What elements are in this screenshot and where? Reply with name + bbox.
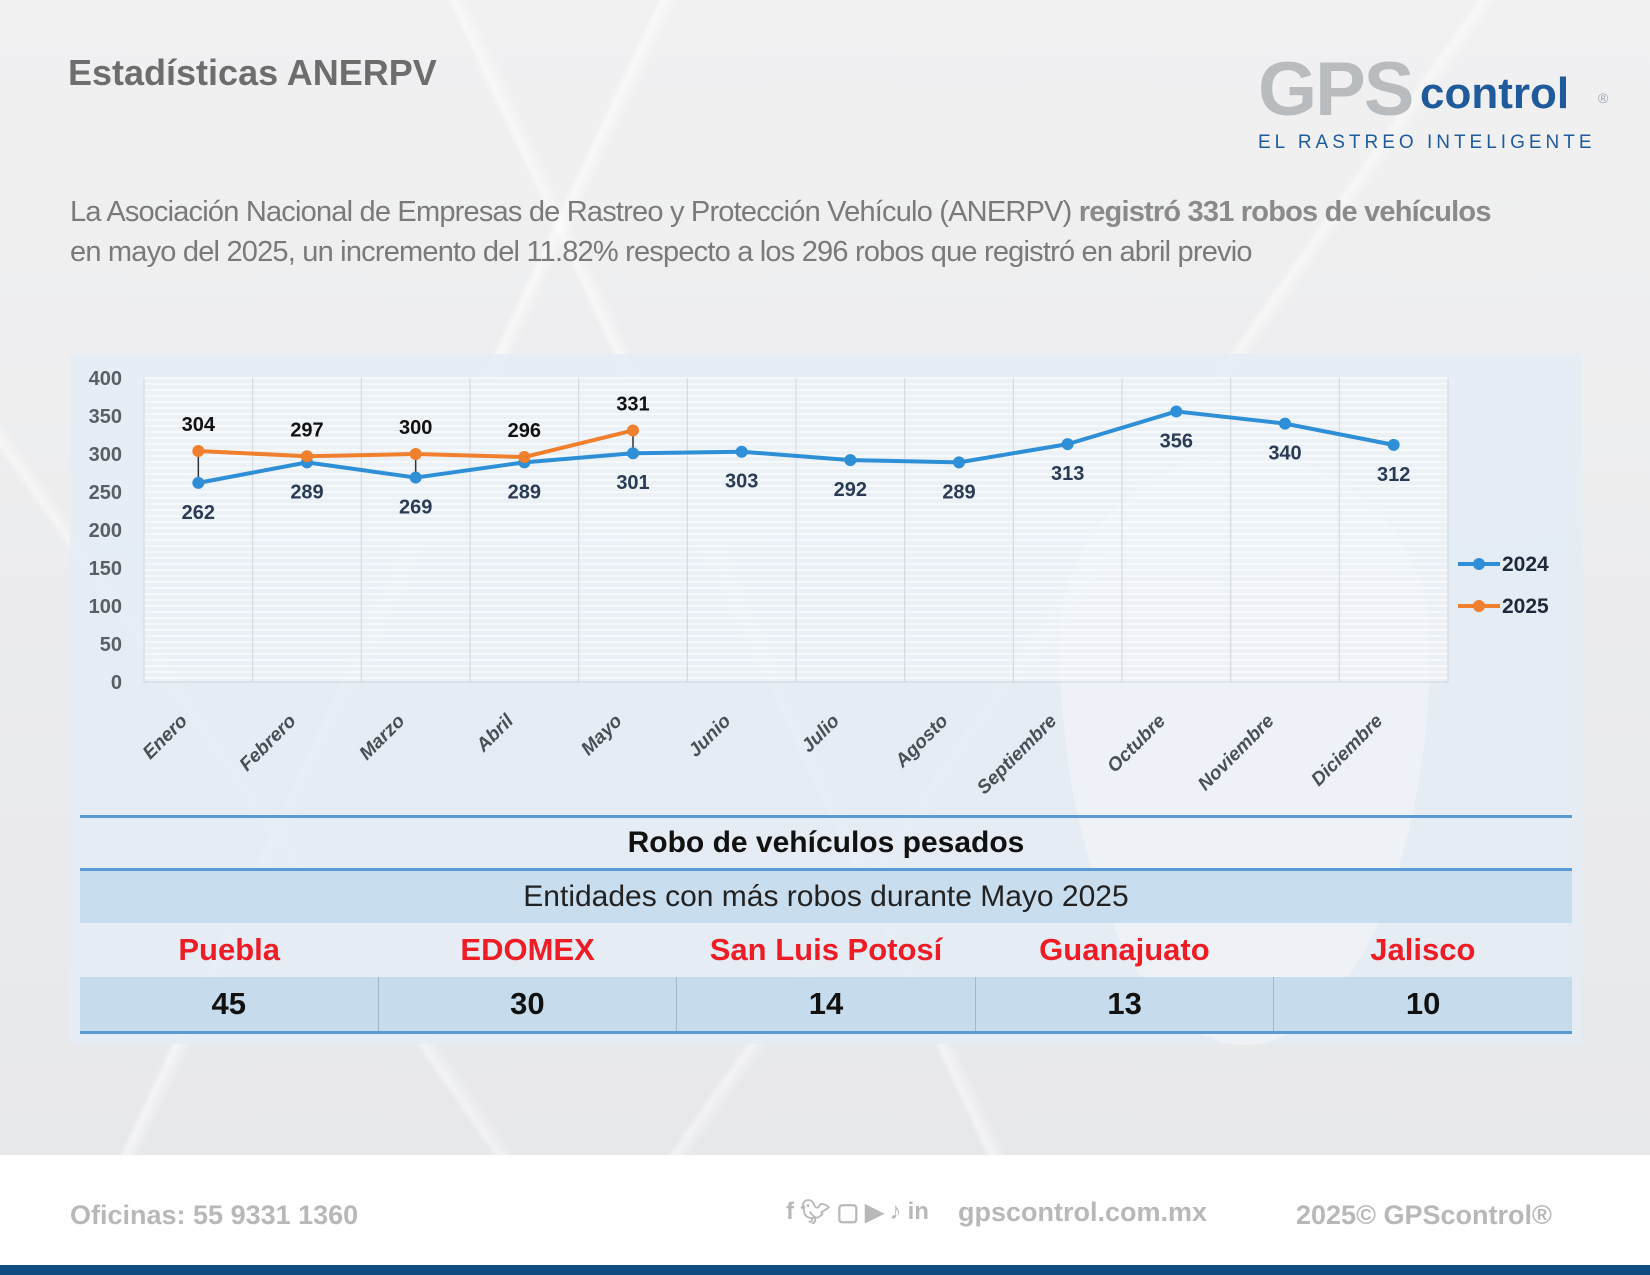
entity-value: 30 bbox=[379, 977, 678, 1031]
data-point-2025 bbox=[518, 451, 531, 464]
legend-marker-2025 bbox=[1473, 600, 1485, 612]
footer-bar bbox=[0, 1265, 1650, 1275]
table-title: Robo de vehículos pesados bbox=[627, 826, 1025, 859]
y-tick-label: 150 bbox=[89, 558, 122, 580]
office-phone: Oficinas: 55 9331 1360 bbox=[70, 1200, 359, 1230]
data-label-2024: 313 bbox=[1051, 463, 1084, 485]
logo-registered: ® bbox=[1598, 90, 1609, 106]
x-tick-label: Diciembre bbox=[1307, 710, 1387, 790]
data-point-2025 bbox=[627, 424, 639, 437]
logo-control: control bbox=[1420, 69, 1570, 118]
data-label-2024: 301 bbox=[616, 472, 649, 494]
entity-value: 45 bbox=[80, 977, 379, 1031]
x-tick-label: Enero bbox=[139, 711, 192, 764]
data-point-2025 bbox=[192, 444, 205, 457]
youtube-icon[interactable]: ▶ bbox=[865, 1199, 884, 1226]
y-tick-label: 50 bbox=[100, 634, 122, 656]
data-point-2024 bbox=[1279, 417, 1291, 430]
entity-values-row: 45 30 14 13 10 bbox=[80, 977, 1572, 1031]
data-label-2025: 331 bbox=[616, 393, 649, 415]
data-label-2024: 269 bbox=[399, 497, 432, 519]
logo-tagline: EL RASTREO INTELIGENTE bbox=[1258, 132, 1596, 153]
social-icons: f 🐦︎ ▢ ▶ ♪ in bbox=[786, 1198, 929, 1227]
tiktok-icon[interactable]: ♪ bbox=[889, 1198, 902, 1225]
y-tick-label: 250 bbox=[89, 482, 122, 504]
x-tick-label: Noviembre bbox=[1194, 710, 1279, 795]
entity-names-row: Puebla EDOMEX San Luis Potosí Guanajuato… bbox=[80, 923, 1572, 977]
entity-name: Jalisco bbox=[1370, 932, 1476, 967]
intro-text-2: en mayo del 2025, un incremento del 11.8… bbox=[70, 236, 1253, 268]
website-link[interactable]: gpscontrol.com.mx bbox=[958, 1197, 1208, 1227]
x-tick-label: Abril bbox=[472, 710, 519, 757]
y-tick-label: 0 bbox=[111, 672, 122, 694]
legend-marker-2024 bbox=[1473, 558, 1485, 570]
y-tick-label: 350 bbox=[89, 406, 122, 428]
copyright: 2025© GPScontrol® bbox=[1296, 1200, 1552, 1230]
entity-name: EDOMEX bbox=[460, 932, 595, 967]
data-point-2024 bbox=[953, 456, 965, 469]
data-label-2024: 292 bbox=[834, 479, 867, 501]
data-point-2024 bbox=[1387, 438, 1400, 451]
x-tick-label: Agosto bbox=[891, 711, 953, 773]
x-tick-label: Febrero bbox=[236, 711, 301, 776]
entity-value: 13 bbox=[976, 977, 1275, 1031]
line-chart: 0 50 100 150 200 250 300 350 400 Enero Febrero Marz… bbox=[89, 368, 1549, 799]
linkedin-icon[interactable]: in bbox=[907, 1198, 929, 1225]
y-tick-label: 100 bbox=[89, 596, 122, 618]
twitter-icon[interactable]: 🐦︎ bbox=[800, 1199, 831, 1226]
data-label-2024: 340 bbox=[1268, 443, 1301, 465]
logo-gps: GPS bbox=[1258, 47, 1414, 132]
data-point-2025 bbox=[409, 448, 422, 460]
x-tick-label: Octubre bbox=[1104, 710, 1171, 777]
intro-bold: registró 331 robos de vehículos bbox=[1078, 196, 1492, 228]
entity-name: Puebla bbox=[178, 932, 281, 967]
entity-name: San Luis Potosí bbox=[709, 932, 943, 967]
y-tick-label: 300 bbox=[89, 444, 122, 466]
data-point-2024 bbox=[627, 447, 639, 460]
x-tick-label: Julio bbox=[798, 711, 844, 757]
x-tick-label: Junio bbox=[685, 711, 736, 762]
facebook-icon[interactable]: f bbox=[786, 1198, 794, 1225]
data-point-2024 bbox=[409, 471, 422, 484]
data-label-2024: 303 bbox=[725, 471, 758, 493]
data-point-2025 bbox=[301, 450, 313, 463]
data-label-2024: 356 bbox=[1160, 430, 1193, 452]
page-title: Estadísticas ANERPV bbox=[68, 52, 437, 93]
divider bbox=[80, 868, 1572, 871]
data-label-2024: 312 bbox=[1377, 464, 1410, 486]
legend-label-2024: 2024 bbox=[1502, 553, 1549, 576]
heavy-vehicle-table: Robo de vehículos pesados Entidades con … bbox=[80, 815, 1572, 1034]
data-label-2024: 262 bbox=[182, 502, 215, 524]
table-subtitle: Entidades con más robos durante Mayo 202… bbox=[80, 871, 1572, 923]
instagram-icon[interactable]: ▢ bbox=[836, 1199, 860, 1226]
data-point-2024 bbox=[844, 454, 857, 467]
data-label-2025: 297 bbox=[290, 419, 323, 441]
footer: Oficinas: 55 9331 1360 f 🐦︎ ▢ ▶ ♪ in gps… bbox=[0, 1155, 1650, 1265]
data-label-2024: 289 bbox=[508, 481, 541, 503]
data-label-2024: 289 bbox=[942, 481, 975, 503]
x-tick-label: Mayo bbox=[577, 711, 626, 760]
series-line-2024 bbox=[197, 409, 1395, 485]
gpscontrol-logo: GPS control ® EL RASTREO INTELIGENTE bbox=[1258, 52, 1618, 162]
data-label-2025: 296 bbox=[508, 420, 541, 442]
data-label-2025: 300 bbox=[399, 417, 432, 439]
data-point-2024 bbox=[1170, 405, 1183, 418]
y-tick-label: 200 bbox=[89, 520, 122, 542]
divider bbox=[80, 815, 1572, 818]
x-tick-label: Septiembre bbox=[973, 710, 1061, 798]
data-point-2024 bbox=[735, 445, 748, 458]
divider bbox=[80, 1031, 1572, 1034]
x-tick-label: Marzo bbox=[356, 711, 410, 765]
data-point-2024 bbox=[1061, 438, 1074, 451]
data-label-2025: 304 bbox=[182, 414, 216, 436]
y-tick-label: 400 bbox=[89, 368, 122, 390]
data-label-2024: 289 bbox=[290, 481, 323, 503]
legend-label-2025: 2025 bbox=[1502, 595, 1549, 618]
data-point-2024 bbox=[192, 476, 205, 489]
entity-value: 10 bbox=[1405, 986, 1441, 1021]
intro-paragraph: La Asociación Nacional de Empresas de Ra… bbox=[70, 192, 1590, 272]
intro-text-1: La Asociación Nacional de Empresas de Ra… bbox=[70, 196, 1079, 228]
entity-name: Guanajuato bbox=[1039, 932, 1210, 967]
entity-value: 14 bbox=[677, 977, 976, 1031]
